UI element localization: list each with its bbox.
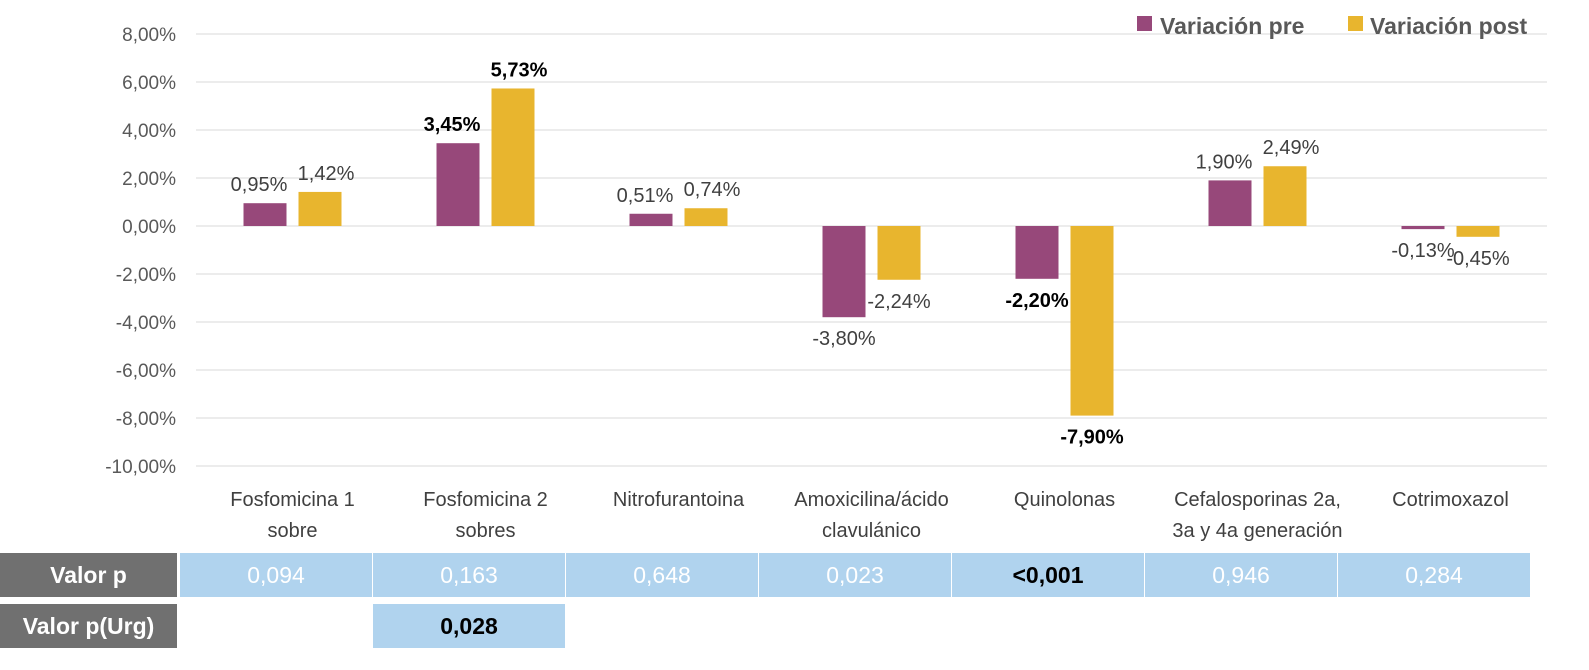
bar-pre — [1015, 226, 1059, 279]
category-label: clavulánico — [822, 520, 921, 542]
data-label-post: -7,90% — [1060, 427, 1124, 449]
p-value-urg-cell — [952, 604, 1144, 648]
bar-post — [1263, 166, 1307, 226]
data-label-post: 5,73% — [491, 59, 548, 81]
data-label-pre: 3,45% — [424, 114, 481, 136]
data-label-pre: -2,20% — [1005, 290, 1069, 312]
bar-pre — [1401, 226, 1445, 230]
bar-pre — [629, 213, 673, 226]
bar-post — [1456, 226, 1500, 237]
y-tick-label: -2,00% — [116, 265, 176, 286]
data-labels: 0,95% 3,45% 0,51% -3,80% -2,20% 1,90% -0,13% 1,… — [231, 59, 1510, 448]
y-tick-label: -6,00% — [116, 361, 176, 382]
legend: Variación pre Variación post — [1137, 13, 1528, 39]
p-value-cell: 0,946 — [1145, 553, 1337, 597]
bar-post — [684, 208, 728, 226]
p-value-urg-cell — [180, 604, 372, 648]
p-value-cell: 0,648 — [566, 553, 758, 597]
data-label-pre: 0,51% — [617, 185, 674, 207]
category-label: Amoxicilina/ácido — [794, 489, 949, 511]
data-label-post: -2,24% — [867, 291, 931, 313]
bar-post — [1070, 226, 1114, 416]
legend-swatch-post — [1348, 16, 1363, 31]
x-axis-categories: Fosfomicina 1 sobre Fosfomicina 2 sobres Nit… — [230, 489, 1509, 542]
data-label-pre: -0,13% — [1391, 240, 1455, 262]
bar-pre — [1208, 180, 1252, 226]
p-value-row: Valor p 0,094 0,163 0,648 0,023 <0,001 0,946 0… — [0, 553, 1530, 597]
category-label: Fosfomicina 1 — [230, 489, 355, 511]
y-tick-label: -10,00% — [105, 457, 176, 478]
p-value-urg-row: Valor p(Urg) 0,028 — [0, 604, 1530, 648]
p-value-urg-cell — [1145, 604, 1337, 648]
category-label: Fosfomicina 2 — [423, 489, 548, 511]
p-value-row-header: Valor p — [0, 553, 177, 597]
bar-pre — [243, 203, 287, 226]
y-tick-label: 0,00% — [122, 217, 176, 238]
category-label: 3a y 4a generación — [1172, 520, 1342, 542]
bar-chart: 8,00% 6,00% 4,00% 2,00% 0,00% -2,00% -4,00% -6,… — [105, 13, 1547, 542]
gridlines — [196, 33, 1547, 467]
bars — [243, 88, 1500, 416]
data-label-pre: 1,90% — [1196, 151, 1253, 173]
y-tick-label: -4,00% — [116, 313, 176, 334]
bar-post — [877, 226, 921, 280]
y-tick-label: 6,00% — [122, 73, 176, 94]
p-value-urg-cell — [759, 604, 951, 648]
y-axis-ticks: 8,00% 6,00% 4,00% 2,00% 0,00% -2,00% -4,00% -6,… — [105, 25, 176, 478]
p-value-urg-cell — [1338, 604, 1530, 648]
legend-swatch-pre — [1137, 16, 1152, 31]
category-label: sobre — [267, 520, 317, 542]
bar-post — [491, 88, 535, 226]
p-value-cell: <0,001 — [952, 553, 1144, 597]
category-label: Nitrofurantoina — [613, 489, 745, 511]
p-value-urg-row-header: Valor p(Urg) — [0, 604, 177, 648]
y-tick-label: -8,00% — [116, 409, 176, 430]
p-value-urg-cell — [566, 604, 758, 648]
p-value-urg-cell: 0,028 — [373, 604, 565, 648]
category-label: Cotrimoxazol — [1392, 489, 1509, 511]
category-label: Quinolonas — [1014, 489, 1115, 511]
p-value-cell: 0,023 — [759, 553, 951, 597]
bar-pre — [822, 226, 866, 318]
legend-label-pre: Variación pre — [1160, 13, 1304, 39]
data-label-pre: -3,80% — [812, 328, 876, 350]
p-value-cells: 0,094 0,163 0,648 0,023 <0,001 0,946 0,284 — [177, 553, 1530, 597]
data-label-post: -0,45% — [1446, 248, 1510, 270]
category-label: Cefalosporinas 2a, — [1174, 489, 1341, 511]
y-tick-label: 8,00% — [122, 25, 176, 46]
legend-label-post: Variación post — [1370, 13, 1528, 39]
bar-post — [298, 191, 342, 226]
y-tick-label: 2,00% — [122, 169, 176, 190]
data-label-pre: 0,95% — [231, 174, 288, 196]
p-value-urg-cells: 0,028 — [177, 604, 1530, 648]
data-label-post: 0,74% — [684, 179, 741, 201]
data-label-post: 2,49% — [1263, 137, 1320, 159]
p-value-cell: 0,094 — [180, 553, 372, 597]
data-label-post: 1,42% — [298, 163, 355, 185]
bar-pre — [436, 143, 480, 226]
category-label: sobres — [455, 520, 515, 542]
y-tick-label: 4,00% — [122, 121, 176, 142]
p-value-cell: 0,284 — [1338, 553, 1530, 597]
p-value-cell: 0,163 — [373, 553, 565, 597]
